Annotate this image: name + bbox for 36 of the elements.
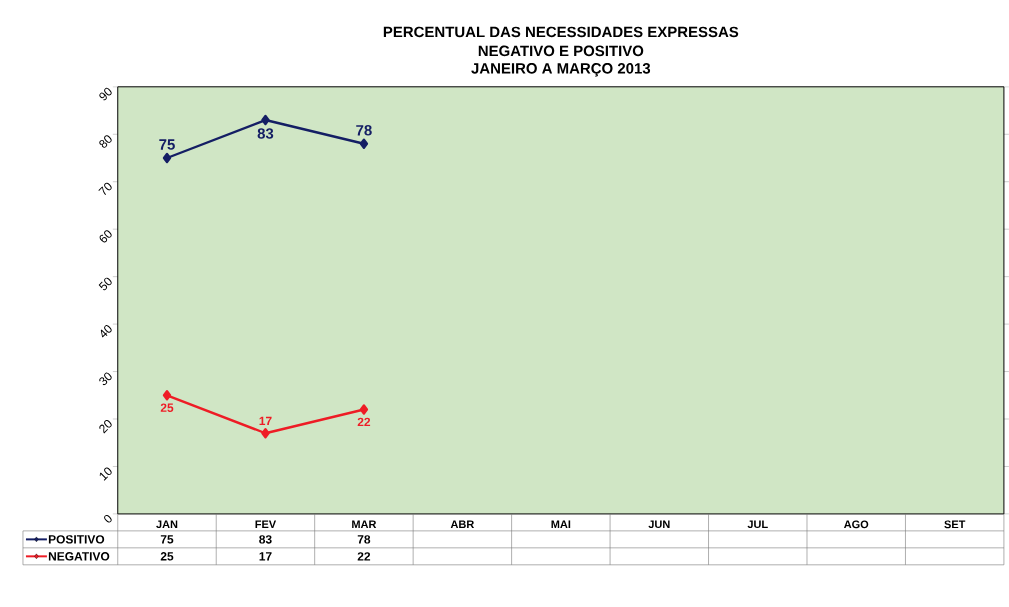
x-tick-label: JAN: [156, 520, 178, 529]
y-tick-label: 10: [99, 467, 112, 481]
data-label: 22: [357, 552, 371, 561]
chart-title: PERCENTUAL DAS NECESSIDADES EXPRESSAS: [383, 26, 739, 38]
y-tick-label: 40: [100, 325, 112, 338]
y-tick-label: 0: [104, 515, 112, 523]
y-tick-label: 30: [99, 372, 112, 386]
x-tick-label: JUN: [648, 520, 670, 529]
y-tick-label: 60: [99, 230, 112, 243]
x-tick-label: AGO: [843, 520, 869, 529]
legend-label: NEGATIVO: [48, 552, 110, 561]
y-tick-label: 70: [98, 182, 112, 196]
y-tick-label: 90: [99, 87, 112, 101]
x-tick-label: MAR: [352, 520, 377, 529]
y-tick-label: 20: [99, 420, 112, 434]
text: 17: [259, 416, 272, 426]
data-label: 75: [160, 535, 174, 544]
data-label: 83: [259, 535, 272, 544]
data-label: 17: [259, 552, 272, 561]
y-tick-label: 50: [98, 277, 112, 291]
data-label: 25: [160, 552, 174, 561]
text: 78: [356, 125, 372, 136]
y-tick-label: 80: [99, 135, 112, 148]
text: 25: [160, 403, 174, 413]
x-tick-label: MAI: [551, 520, 571, 529]
text: 83: [257, 128, 274, 139]
text: 22: [357, 417, 371, 427]
x-tick-label: ABR: [450, 520, 475, 529]
text: 75: [159, 139, 175, 150]
x-tick-label: FEV: [255, 520, 277, 529]
x-tick-label: JUL: [747, 520, 768, 529]
x-tick-label: SET: [944, 520, 966, 529]
chart-subtitle: NEGATIVO E POSITIVO: [478, 45, 644, 57]
text: JANEIRO A MARÇO 2013: [471, 63, 651, 77]
data-label: 78: [357, 535, 371, 544]
legend-label: POSITIVO: [48, 535, 105, 544]
